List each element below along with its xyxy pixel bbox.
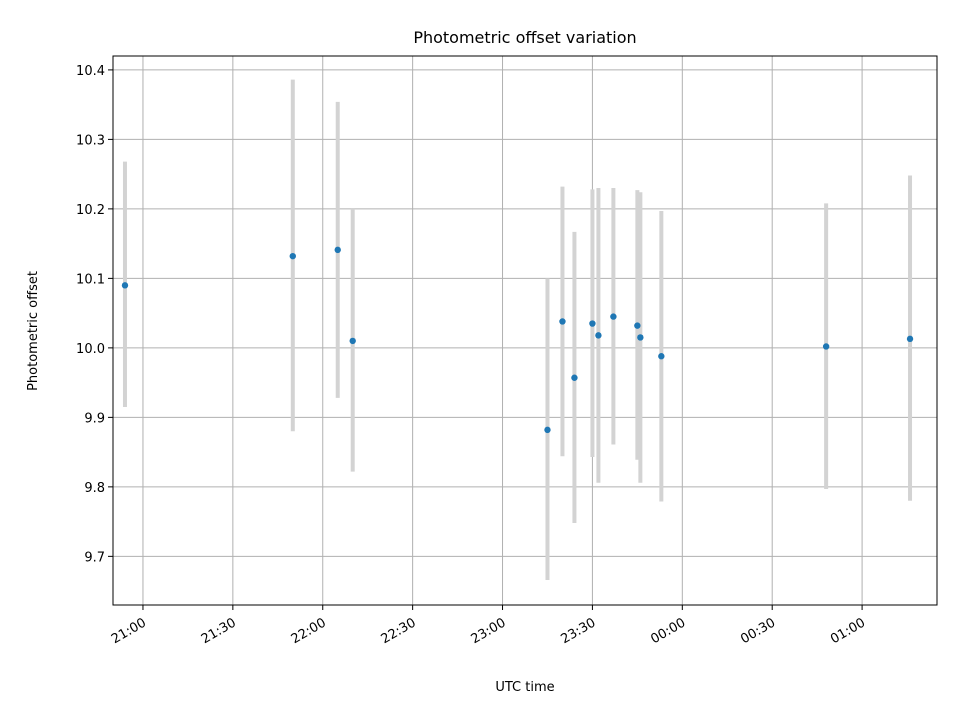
data-point [571, 374, 578, 381]
y-axis-ticks: 9.7 9.8 9.9 10.0 10.1 10.2 10.3 10.4 [76, 64, 113, 565]
y-tick-label: 10.0 [76, 342, 105, 357]
y-tick-label: 10.3 [76, 133, 105, 148]
data-point [589, 320, 596, 327]
data-point [289, 252, 296, 260]
data-point [595, 332, 602, 339]
y-tick-label: 10.1 [76, 272, 105, 287]
data-point [634, 322, 641, 329]
plot-frame [112, 55, 938, 606]
data-point [610, 313, 617, 320]
y-tick-label: 9.7 [84, 550, 105, 565]
grid [113, 56, 937, 605]
y-tick-label: 10.2 [76, 203, 105, 218]
data-point [121, 282, 129, 289]
chart-title: Photometric offset variation [413, 28, 636, 47]
plot-area [113, 56, 937, 605]
data-points [121, 246, 914, 434]
y-tick-label: 10.4 [76, 64, 105, 79]
y-tick-label: 9.9 [84, 411, 105, 426]
data-point [906, 335, 914, 343]
data-point [334, 246, 341, 254]
data-point [658, 353, 665, 360]
x-axis-label: UTC time [495, 680, 554, 695]
data-point [559, 318, 566, 325]
y-axis-label: Photometric offset [26, 271, 41, 391]
data-point [637, 334, 644, 341]
data-point [822, 343, 830, 350]
y-tick-label: 9.8 [84, 481, 105, 496]
data-point [349, 337, 356, 345]
data-point [544, 426, 551, 434]
